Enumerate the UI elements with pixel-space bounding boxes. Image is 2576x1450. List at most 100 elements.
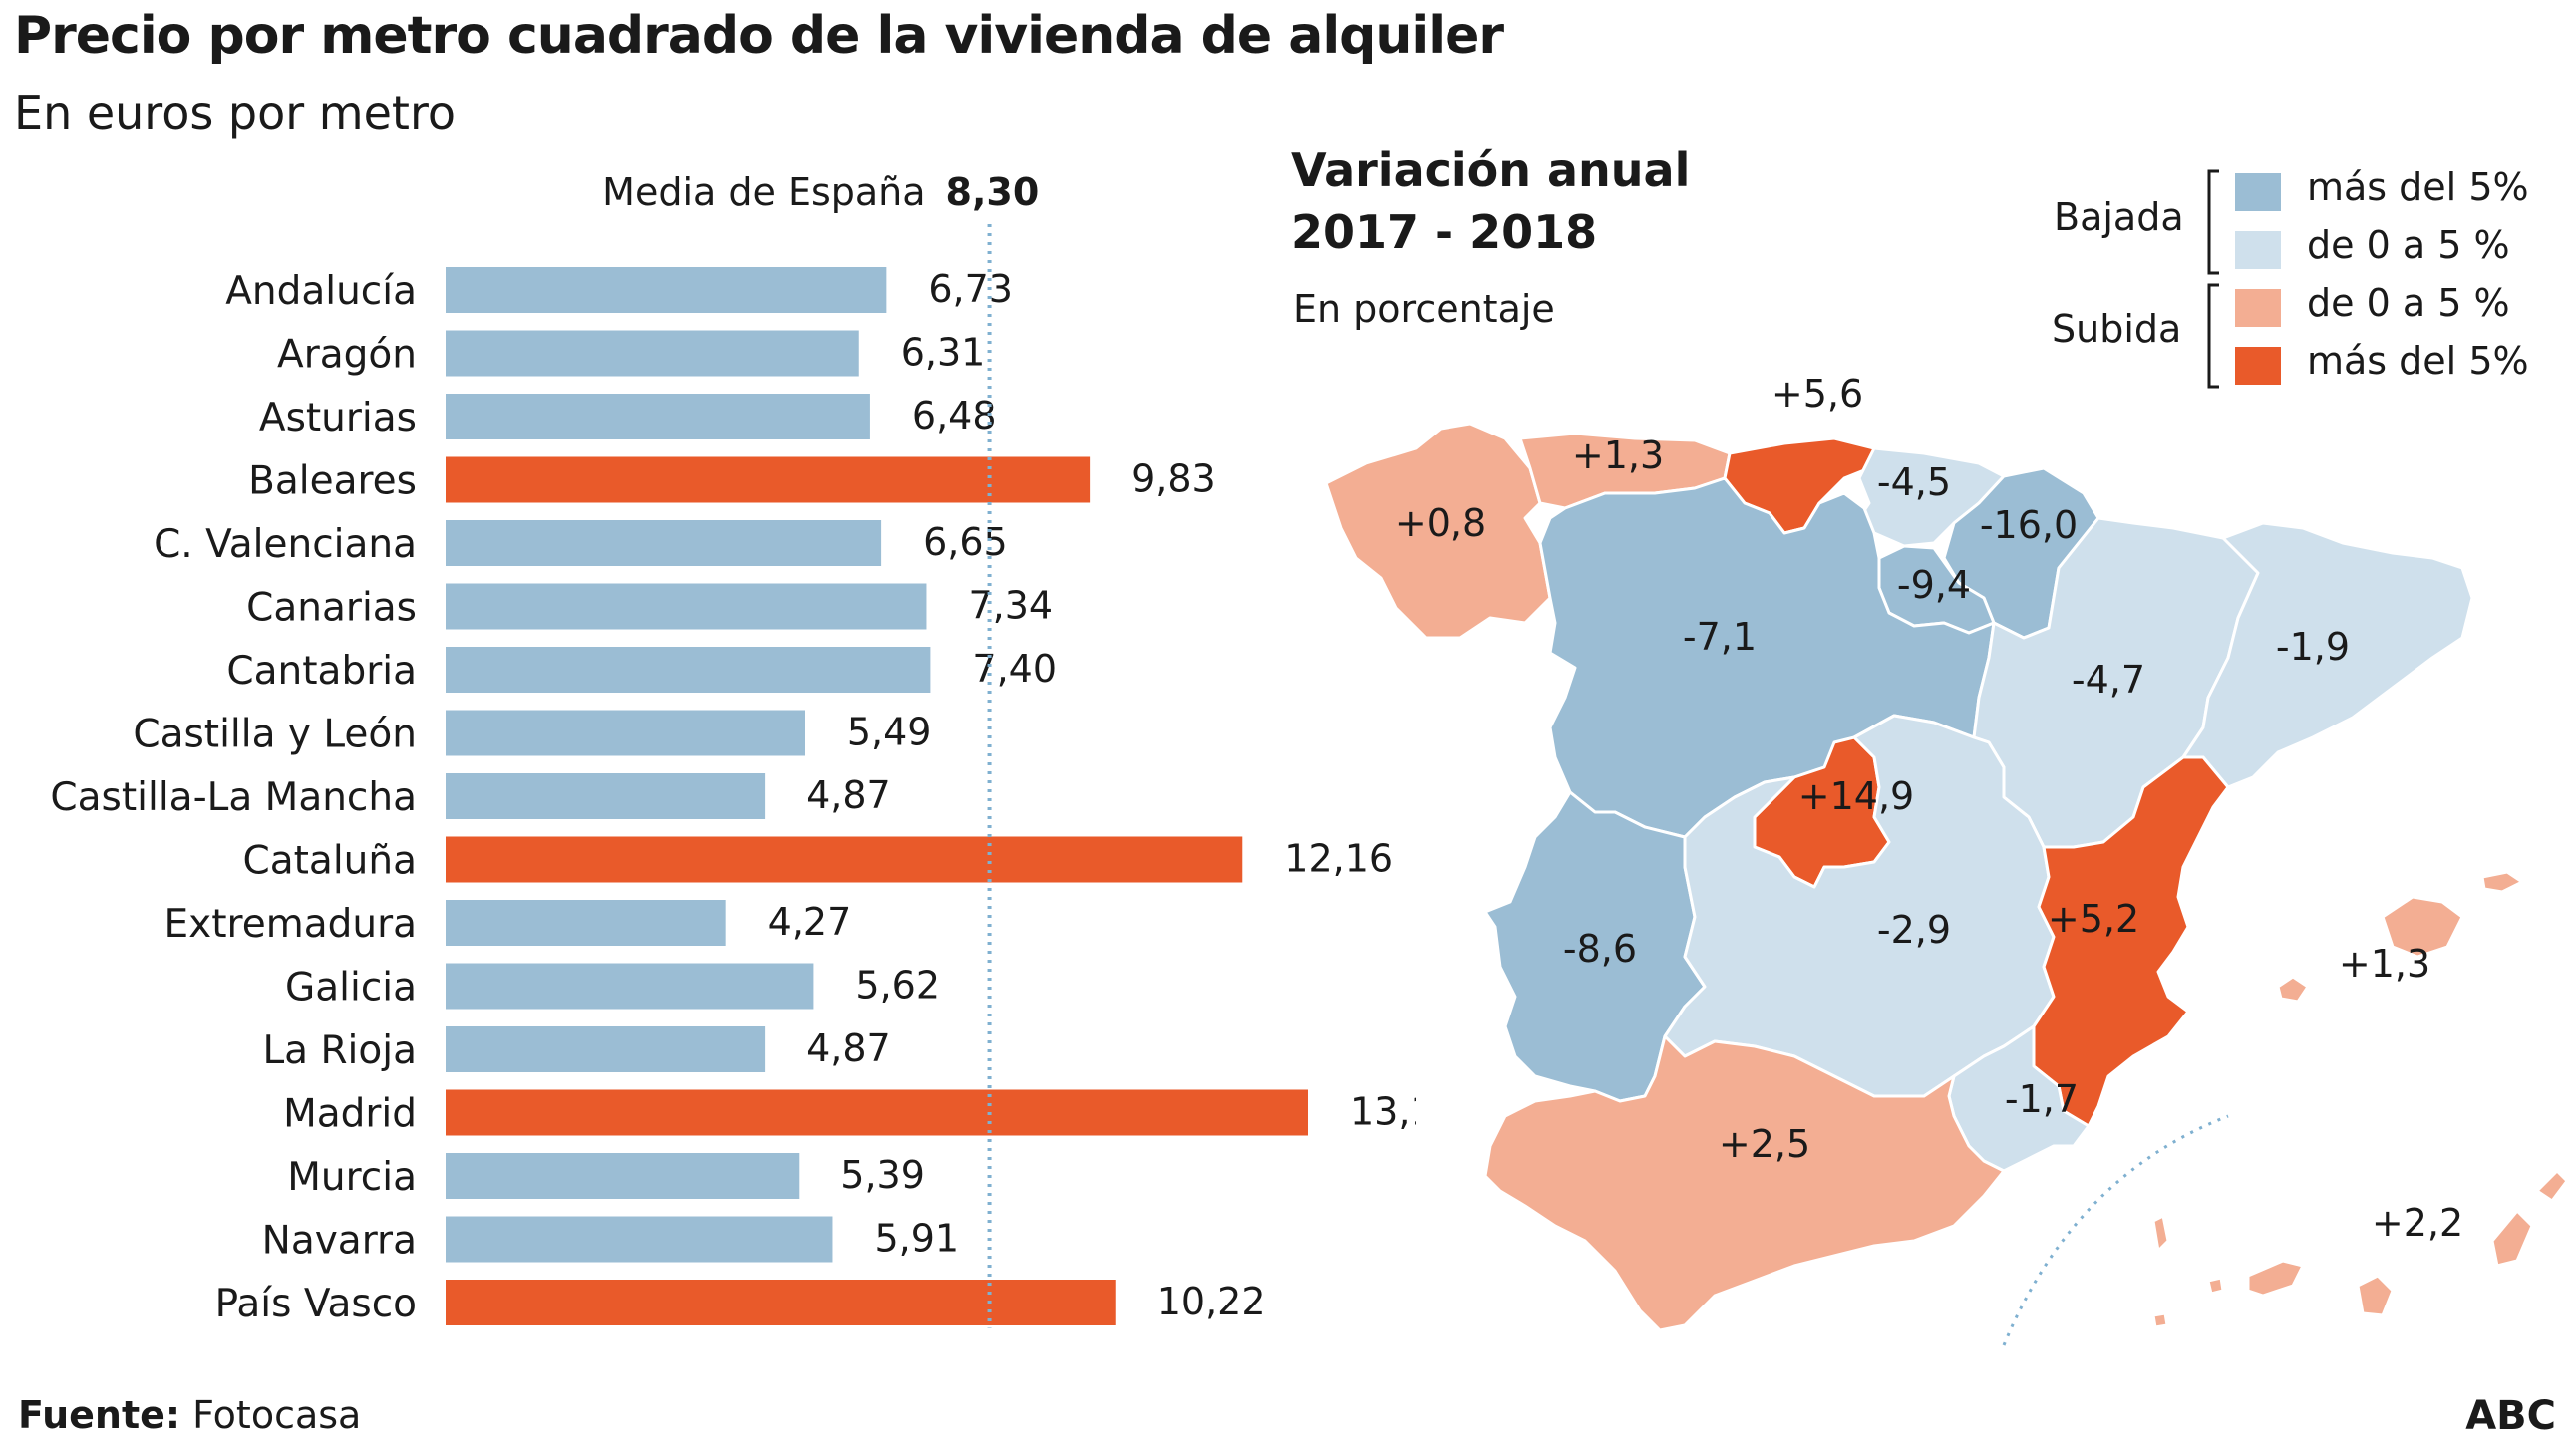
region-canarias-gomera xyxy=(2206,1276,2225,1296)
region-cantabria xyxy=(1723,436,1876,535)
bar-row-extremadura: Extremadura 4,27 xyxy=(164,900,852,947)
category-label: Asturias xyxy=(259,396,417,440)
category-label: Navarra xyxy=(262,1219,417,1264)
bar xyxy=(446,394,870,439)
bar xyxy=(446,1280,1116,1325)
category-label: Murcia xyxy=(287,1155,417,1200)
category-label: Castilla-La Mancha xyxy=(50,775,417,820)
bar xyxy=(446,900,726,946)
bar-row-canarias: Canarias 7,34 xyxy=(246,583,1053,631)
legend-swatch-4 xyxy=(2235,347,2281,385)
bar xyxy=(446,1089,1308,1136)
brand-logo: ABC xyxy=(2465,1393,2556,1439)
bar xyxy=(446,1216,833,1263)
region-castilla-y-leon xyxy=(1538,476,1996,839)
bar xyxy=(446,710,805,756)
region-canarias-fuerteventura xyxy=(2490,1209,2534,1268)
bar xyxy=(446,267,887,313)
bar-row-baleares: Baleares 9,83 xyxy=(248,456,1216,504)
map-unit: En porcentaje xyxy=(1293,287,1555,331)
map-label-murcia: -1,7 xyxy=(2005,1077,2079,1121)
bar-row-murcia: Murcia 5,39 xyxy=(287,1153,925,1200)
category-label: País Vasco xyxy=(215,1282,417,1326)
region-murcia xyxy=(1947,1024,2091,1173)
region-pais-vasco xyxy=(1857,446,2006,548)
legend-label-2: de 0 a 5 % xyxy=(2307,223,2510,267)
category-label: Madrid xyxy=(283,1092,417,1137)
region-canarias-tenerife xyxy=(2246,1259,2305,1298)
source-note: Fuente: Fotocasa xyxy=(18,1393,361,1437)
map-title-line1: Variación anual xyxy=(1291,144,1691,197)
bar xyxy=(446,1153,800,1199)
bar xyxy=(446,963,814,1010)
bar xyxy=(446,1026,766,1072)
value-label: 6,73 xyxy=(928,267,1013,311)
bar xyxy=(446,647,931,693)
map-label-castilla-y-leon: -7,1 xyxy=(1683,615,1757,659)
region-canarias-hierro xyxy=(2151,1311,2169,1329)
category-label: Aragón xyxy=(277,333,417,378)
value-label: 6,31 xyxy=(901,331,986,375)
region-la-rioja xyxy=(1877,544,1996,635)
legend-swatch-2 xyxy=(2235,231,2281,269)
bar xyxy=(446,836,1243,883)
map-label-madrid: +14,9 xyxy=(1798,774,1914,818)
legend-label-1: más del 5% xyxy=(2307,165,2529,209)
map-labels: +0,8+1,3+5,6-4,5-16,0-9,4-7,1-4,7-1,9+14… xyxy=(1395,372,2463,1245)
value-label: 12,16 xyxy=(1284,837,1393,881)
legend-swatch-3 xyxy=(2235,289,2281,327)
source-text: Fotocasa xyxy=(192,1393,362,1437)
value-label: 6,65 xyxy=(923,520,1008,564)
category-label: Baleares xyxy=(248,459,417,504)
region-baleares-menorca xyxy=(2480,870,2524,894)
region-baleares-mallorca xyxy=(2381,895,2464,959)
bar xyxy=(446,456,1091,503)
bar-row-pais-vasco: País Vasco 10,22 xyxy=(215,1280,1266,1326)
value-label: 6,48 xyxy=(912,394,997,437)
chart-subtitle: En euros por metro xyxy=(14,86,456,140)
bar xyxy=(446,773,766,819)
value-label: 7,34 xyxy=(968,584,1053,628)
bar-row-aragon: Aragón 6,31 xyxy=(277,330,986,378)
bar xyxy=(446,330,859,377)
bar-row-andalucia: Andalucía 6,73 xyxy=(225,267,1013,314)
value-label: 10,22 xyxy=(1157,1280,1266,1323)
value-label: 5,62 xyxy=(855,964,940,1008)
average-label-value: 8,30 xyxy=(946,170,1040,214)
legend-swatch-1 xyxy=(2235,173,2281,211)
average-label-text: Media de España xyxy=(602,170,925,214)
map-label-asturias: +1,3 xyxy=(1572,434,1664,477)
map-label-cataluna: -1,9 xyxy=(2276,625,2350,669)
region-aragon xyxy=(1972,516,2260,849)
value-label: 4,87 xyxy=(806,1026,891,1070)
map-label-navarra: -16,0 xyxy=(1980,503,2078,547)
canarias-divider xyxy=(2002,1114,2229,1346)
average-label: Media de España 8,30 xyxy=(602,170,1039,214)
value-label: 7,40 xyxy=(972,647,1057,691)
map-label-la-rioja: -9,4 xyxy=(1897,563,1971,607)
bar-row-castilla-y-leon: Castilla y León 5,49 xyxy=(133,710,932,757)
map-title: Variación anual 2017 - 2018 xyxy=(1291,140,1690,263)
category-label: Canarias xyxy=(246,586,417,631)
region-navarra xyxy=(1942,466,2100,640)
value-label: 5,91 xyxy=(874,1217,959,1261)
map-label-canarias: +2,2 xyxy=(2372,1201,2463,1245)
region-baleares-ibiza xyxy=(2276,975,2310,1004)
value-label: 4,27 xyxy=(768,900,852,944)
bar-row-c-valenciana: C. Valenciana 6,65 xyxy=(154,520,1008,567)
legend-label-4: más del 5% xyxy=(2307,339,2529,383)
bar-row-navarra: Navarra 5,91 xyxy=(262,1216,959,1264)
bar xyxy=(446,520,882,566)
bar-row-la-rioja: La Rioja 4,87 xyxy=(262,1026,891,1073)
legend-brackets xyxy=(2207,169,2219,389)
source-label: Fuente: xyxy=(18,1393,181,1437)
bar-row-galicia: Galicia 5,62 xyxy=(285,963,940,1011)
region-castilla-la-mancha xyxy=(1663,714,2056,1098)
bar-row-cataluna: Cataluña 12,16 xyxy=(243,836,1393,884)
category-label: Extremadura xyxy=(164,902,417,947)
map-label-andalucia: +2,5 xyxy=(1719,1122,1810,1166)
category-label: Cataluña xyxy=(243,839,418,884)
region-asturias xyxy=(1518,432,1732,510)
map-label-castilla-la-mancha: -2,9 xyxy=(1877,908,1951,952)
value-label: 5,49 xyxy=(847,711,932,754)
